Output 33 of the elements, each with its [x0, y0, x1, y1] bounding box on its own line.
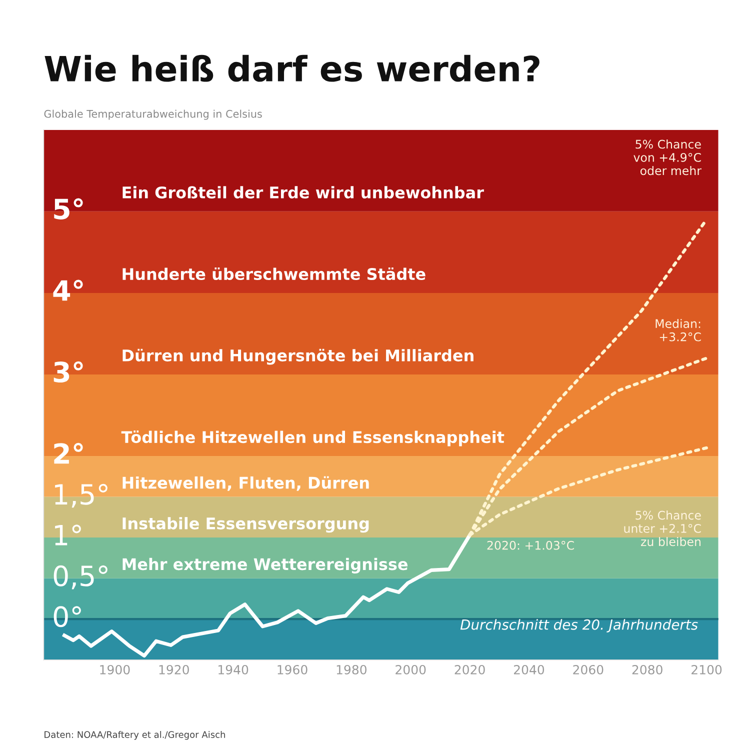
- band-label: Hitzewellen, Fluten, Dürren: [122, 476, 369, 491]
- x-tick-label: 2060: [573, 664, 604, 674]
- x-tick-label: 1920: [159, 664, 189, 674]
- x-tick-label: 2000: [396, 664, 426, 674]
- band-label: Tödliche Hitzewellen und Essensknappheit: [121, 430, 504, 446]
- y-tick-label: 0°: [54, 606, 81, 628]
- x-tick-label: 1900: [100, 664, 130, 674]
- y-tick-label: 0,5°: [54, 565, 108, 590]
- y-tick-label: 2°: [54, 442, 83, 464]
- y-tick-label: 3°: [54, 361, 83, 383]
- band-label: Mehr extreme Wetterereignisse: [122, 558, 408, 574]
- x-tick-label: 2040: [514, 664, 544, 674]
- annotation: 5% Chance von +4.9°C oder mehr: [634, 140, 702, 176]
- x-tick-label: 1980: [336, 664, 366, 674]
- annotation: Median: +3.2°C: [656, 318, 701, 342]
- x-tick-label: 1940: [218, 664, 248, 674]
- ref-line-label: Durchschnitt des 20. Jahrhunderts: [460, 619, 698, 632]
- text: Daten: NOAA/Raftery et al./Gregor Aisch: [44, 731, 225, 740]
- x-tick-label: 1960: [278, 664, 308, 674]
- x-tick-label: 2020: [454, 664, 485, 674]
- y-tick-label: 4°: [53, 280, 83, 301]
- band-label: Ein Großteil der Erde wird unbewohnbar: [122, 186, 484, 199]
- annotation: 2020: +1.03°C: [487, 540, 574, 550]
- band-label: Instabile Essensversorgung: [122, 517, 369, 533]
- x-tick-label: 2080: [632, 664, 662, 674]
- y-tick-label: 5°: [54, 198, 83, 220]
- band-label: Hunderte überschwemmte Städte: [122, 267, 426, 280]
- band-label: Dürren und Hungersnöte bei Milliarden: [122, 348, 474, 365]
- annotation: 5% Chance unter +2.1°C zu bleiben: [624, 510, 701, 546]
- chart-subtitle: Globale Temperaturabweichung in Celsius: [44, 110, 262, 120]
- x-tick-label: 2100: [692, 664, 722, 674]
- chart-title: Wie heiß darf es werden?: [44, 54, 540, 82]
- y-tick-label: 1,5°: [55, 484, 108, 508]
